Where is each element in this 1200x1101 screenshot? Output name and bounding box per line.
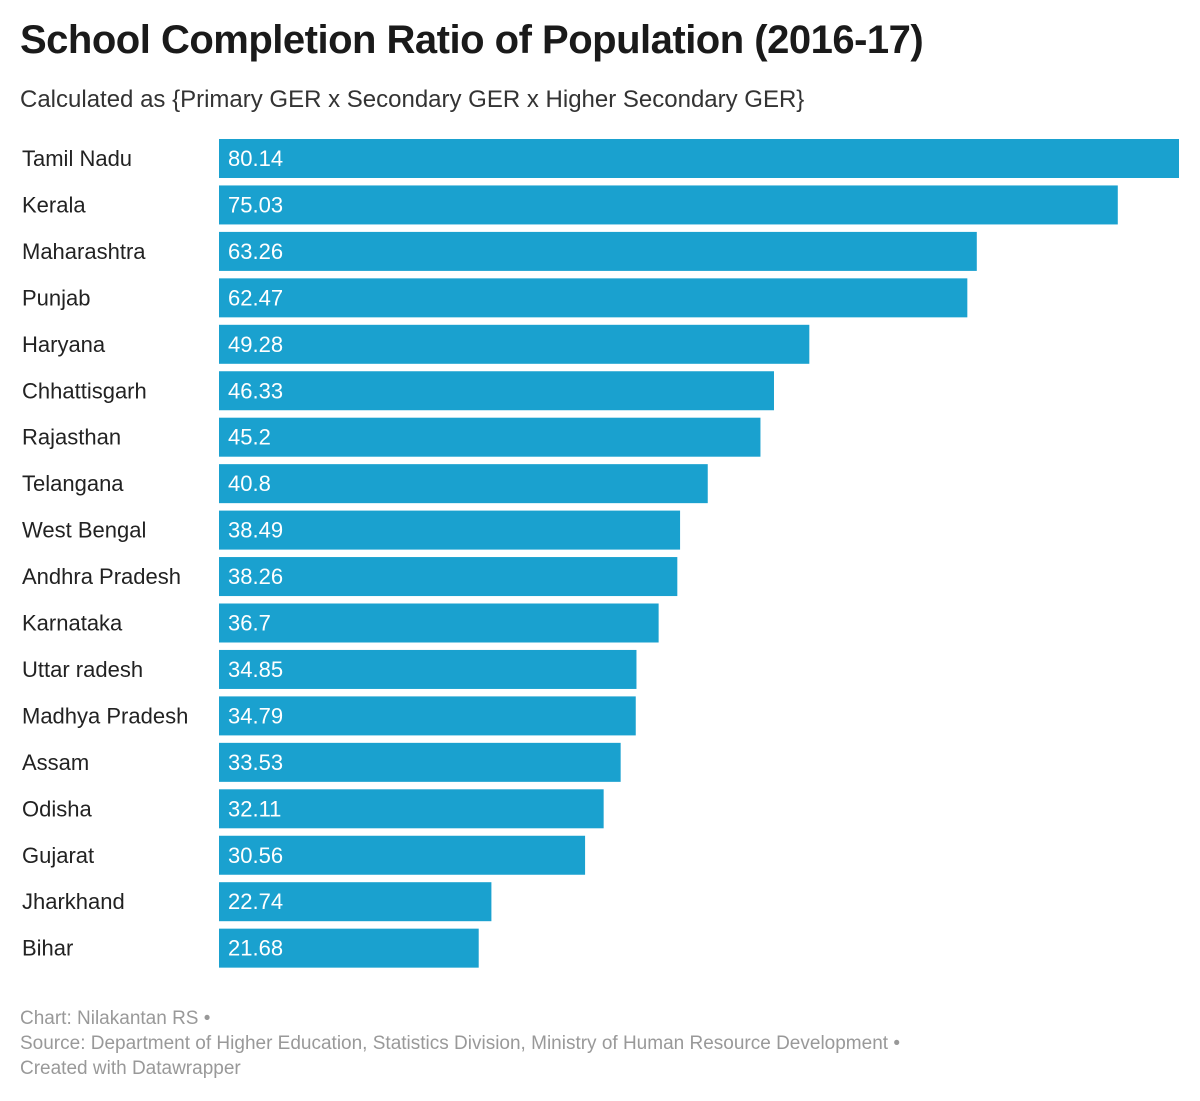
category-label: Punjab [22, 285, 91, 310]
value-label: 34.79 [228, 703, 283, 728]
category-label: Uttar radesh [22, 657, 143, 682]
bar [219, 742, 621, 782]
chart-subtitle: Calculated as {Primary GER x Secondary G… [20, 86, 805, 113]
value-label: 30.56 [228, 843, 283, 868]
category-label: Madhya Pradesh [22, 703, 188, 728]
value-label: 46.33 [228, 378, 283, 403]
bar [219, 139, 1179, 178]
chart-title: School Completion Ratio of Population (2… [20, 18, 924, 62]
value-label: 38.26 [228, 564, 283, 589]
value-label: 38.49 [228, 518, 283, 543]
chart-footer: Chart: Nilakantan RS • Source: Departmen… [20, 1006, 900, 1081]
value-label: 36.7 [228, 611, 271, 636]
category-label: Andhra Pradesh [22, 564, 181, 589]
value-label: 33.53 [228, 750, 283, 775]
value-label: 21.68 [228, 936, 283, 961]
bar [219, 928, 479, 968]
category-label: Jharkhand [22, 889, 125, 914]
category-label: Maharashtra [22, 239, 146, 264]
value-label: 49.28 [228, 332, 283, 357]
value-label: 22.74 [228, 889, 283, 914]
bar [219, 278, 968, 318]
bar [219, 371, 774, 411]
category-label: Odisha [22, 796, 92, 821]
category-label: Gujarat [22, 843, 94, 868]
value-label: 80.14 [228, 146, 283, 171]
bar [219, 185, 1118, 225]
bar [219, 557, 678, 597]
bar [219, 510, 681, 550]
category-label: Telangana [22, 471, 124, 496]
category-label: Haryana [22, 332, 106, 357]
value-label: 34.85 [228, 657, 283, 682]
bar-chart: Tamil Nadu 80.14 Kerala 75.03 Maharashtra 63.… [22, 139, 1179, 968]
bar [219, 882, 492, 922]
chart-tool-credit[interactable]: Created with Datawrapper [20, 1058, 241, 1079]
category-label: Rajasthan [22, 425, 121, 450]
bar [219, 231, 977, 271]
chart-source: Source: Department of Higher Education, … [20, 1033, 900, 1054]
bar [219, 696, 636, 736]
category-label: Assam [22, 750, 89, 775]
bar [219, 417, 761, 457]
bar [219, 603, 659, 643]
bar [219, 649, 637, 689]
category-label: Bihar [22, 936, 73, 961]
bar [219, 835, 586, 875]
bar [219, 324, 810, 364]
value-label: 63.26 [228, 239, 283, 264]
category-label: Chhattisgarh [22, 378, 147, 403]
value-label: 62.47 [228, 285, 283, 310]
category-label: Karnataka [22, 611, 123, 636]
value-label: 40.8 [228, 471, 271, 496]
bar [219, 464, 708, 504]
chart-credit: Chart: Nilakantan RS • [20, 1008, 211, 1029]
value-label: 32.11 [228, 796, 281, 821]
bar [219, 789, 604, 829]
value-label: 75.03 [228, 192, 283, 217]
category-label: West Bengal [22, 518, 146, 543]
value-label: 45.2 [228, 425, 271, 450]
category-label: Kerala [22, 192, 86, 217]
category-label: Tamil Nadu [22, 146, 132, 171]
